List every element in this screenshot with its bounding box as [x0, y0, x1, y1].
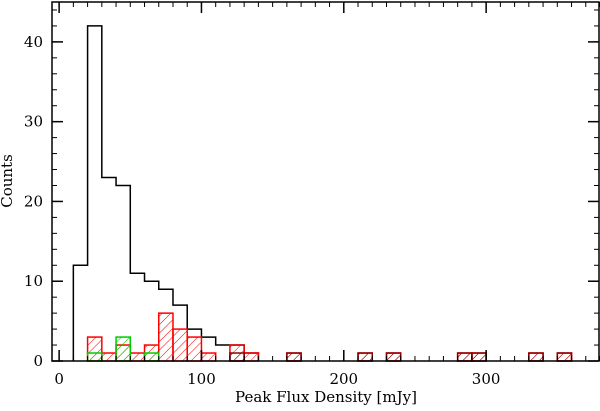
y-axis-label: Counts — [0, 154, 16, 208]
series-1-bar — [186, 336, 203, 362]
series-0-line — [72, 25, 260, 361]
series-3-bar — [229, 352, 245, 362]
plot-frame — [51, 1, 600, 362]
series-3-bar — [286, 352, 302, 362]
series-3-bar — [556, 352, 573, 362]
x-axis-label: Peak Flux Density [mJy] — [235, 388, 417, 406]
series-1-bar — [243, 352, 260, 362]
x-tick-label: 200 — [329, 370, 358, 388]
series-0 — [72, 25, 260, 361]
series-2-bar — [115, 336, 132, 362]
series-3-bar — [471, 352, 487, 362]
series-1 — [86, 312, 573, 362]
y-tick-label: 40 — [24, 33, 43, 51]
series-3-bar — [528, 352, 544, 362]
series-1-bar — [129, 352, 146, 362]
y-tick-label: 0 — [33, 352, 43, 370]
x-tick-label: 0 — [54, 370, 64, 388]
y-tick-label: 20 — [24, 192, 43, 210]
series-2-bar — [143, 352, 160, 362]
series-2-bar — [86, 352, 103, 362]
axes-layer: 0 100 200 300 0 10 20 30 40 — [24, 1, 600, 388]
x-tick-label: 100 — [187, 370, 216, 388]
y-tick-label: 10 — [24, 272, 43, 290]
series-1-bar — [200, 352, 217, 362]
y-tick-label: 30 — [24, 113, 43, 131]
series-1-bar — [101, 352, 117, 362]
series-1-bar — [172, 328, 188, 362]
x-tick-label: 300 — [472, 370, 501, 388]
series-1-bar — [158, 312, 174, 362]
series-3-bar — [385, 352, 402, 362]
series-layer — [72, 25, 573, 362]
series-3-bar — [357, 352, 374, 362]
series-3-bar — [456, 352, 473, 362]
